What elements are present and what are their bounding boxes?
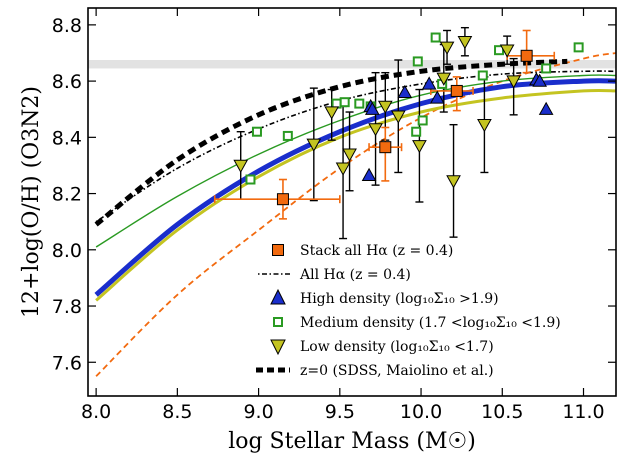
x-axis-title: log Stellar Mass (M☉) bbox=[228, 429, 476, 454]
x-tick-label: 11.0 bbox=[562, 401, 604, 423]
y-axis-title-text: 12+log(O/H) (O3N2) bbox=[19, 86, 44, 318]
low-point-marker-12 bbox=[457, 36, 473, 50]
plot-frame bbox=[87, 7, 617, 397]
stack-point-marker-2 bbox=[450, 84, 463, 97]
low-point-marker-0 bbox=[233, 159, 249, 173]
medium-point-9 bbox=[417, 115, 428, 126]
y-tick-label: 7.6 bbox=[52, 352, 82, 374]
x-axis-title-text: log Stellar Mass (M☉) bbox=[228, 429, 476, 454]
low-point-marker-9 bbox=[436, 72, 452, 86]
low-point-marker-2 bbox=[324, 106, 340, 120]
high-point-8 bbox=[532, 73, 547, 87]
legend-label-all: All Hα (z = 0.4) bbox=[299, 267, 411, 283]
low-point-marker-6 bbox=[377, 100, 393, 114]
medium-point-15 bbox=[573, 42, 584, 53]
legend-label-sdss: z=0 (SDSS, Maiolino et al.) bbox=[300, 363, 494, 379]
curve-sdss bbox=[94, 58, 568, 227]
high-point-2 bbox=[364, 101, 380, 115]
high-point-5 bbox=[429, 90, 445, 104]
y-tick-label: 7.8 bbox=[52, 296, 82, 318]
high-point-7 bbox=[538, 101, 554, 115]
x-tick-label: 10.0 bbox=[400, 401, 442, 423]
low-point-marker-1 bbox=[306, 138, 322, 152]
legend-label-high: High density (log₁₀Σ₁₀ >1.9) bbox=[300, 291, 499, 307]
high-point-0 bbox=[361, 167, 377, 181]
y-tick-label: 8.8 bbox=[52, 15, 82, 37]
low-point-marker-13 bbox=[477, 118, 492, 133]
x-tick-label: 9.5 bbox=[325, 401, 355, 423]
medium-point-7 bbox=[412, 56, 423, 67]
medium-point-12 bbox=[477, 70, 488, 81]
legend-marker-low bbox=[270, 339, 286, 356]
medium-point-2 bbox=[282, 130, 293, 141]
low-point-marker-3 bbox=[335, 162, 351, 176]
high-point-4 bbox=[421, 76, 437, 90]
y-tick-label: 8.2 bbox=[52, 184, 82, 206]
legend-marker-stack bbox=[272, 244, 284, 256]
low-point-marker-7 bbox=[390, 110, 406, 124]
low-point-marker-14 bbox=[499, 44, 515, 58]
reference-band bbox=[88, 60, 616, 69]
low-point-marker-4 bbox=[342, 148, 357, 162]
x-tick-label: 8.0 bbox=[81, 401, 111, 423]
legend-label-low: Low density (log₁₀Σ₁₀ <1.7) bbox=[300, 339, 494, 355]
medium-point-0 bbox=[245, 174, 256, 185]
low-point-marker-5 bbox=[368, 123, 383, 137]
legend-label-medium: Medium density (1.7 <log₁₀Σ₁₀ <1.9) bbox=[300, 315, 561, 331]
y-tick-label: 8.4 bbox=[52, 127, 82, 149]
curve-all-halpha bbox=[95, 70, 616, 223]
curve-high-density bbox=[94, 78, 616, 297]
medium-point-1 bbox=[251, 126, 262, 137]
medium-point-14 bbox=[541, 63, 552, 74]
high-point-3 bbox=[397, 84, 413, 99]
stack-point-marker-1 bbox=[379, 141, 392, 154]
medium-point-8 bbox=[411, 126, 422, 137]
legend-marker-high bbox=[270, 288, 286, 305]
low-point-marker-8 bbox=[412, 140, 427, 154]
stack-point-marker-0 bbox=[276, 193, 289, 206]
medium-point-4 bbox=[339, 97, 350, 108]
legend: Stack all Hα (z = 0.4) All Hα (z = 0.4) Hi… bbox=[256, 243, 561, 379]
stack-point-marker-3 bbox=[520, 49, 533, 62]
x-tick-label: 8.5 bbox=[162, 401, 192, 423]
y-tick-label: 8.0 bbox=[52, 240, 82, 262]
legend-marker-medium bbox=[273, 317, 283, 327]
x-tick-label: 10.5 bbox=[481, 401, 523, 423]
low-point-marker-10 bbox=[439, 41, 455, 55]
legend-label-stack: Stack all Hα (z = 0.4) bbox=[300, 243, 453, 259]
y-axis-title: 12+log(O/H) (O3N2) bbox=[19, 86, 44, 318]
medium-point-5 bbox=[354, 98, 365, 109]
low-point-marker-15 bbox=[506, 75, 521, 89]
medium-point-10 bbox=[430, 32, 441, 43]
curve-low-density bbox=[95, 88, 616, 302]
x-tick-label: 9.0 bbox=[243, 401, 273, 423]
axis-ticks: 8.0 8.5 9.0 9.5 10.0 10.5 11.0 7.6 7.8 8.0 8.2 8.4 8… bbox=[52, 8, 616, 423]
data-points bbox=[213, 26, 584, 240]
curve-stack-orange-dashed bbox=[95, 52, 616, 377]
y-tick-label: 8.6 bbox=[52, 71, 82, 93]
low-point-marker-11 bbox=[446, 175, 461, 189]
